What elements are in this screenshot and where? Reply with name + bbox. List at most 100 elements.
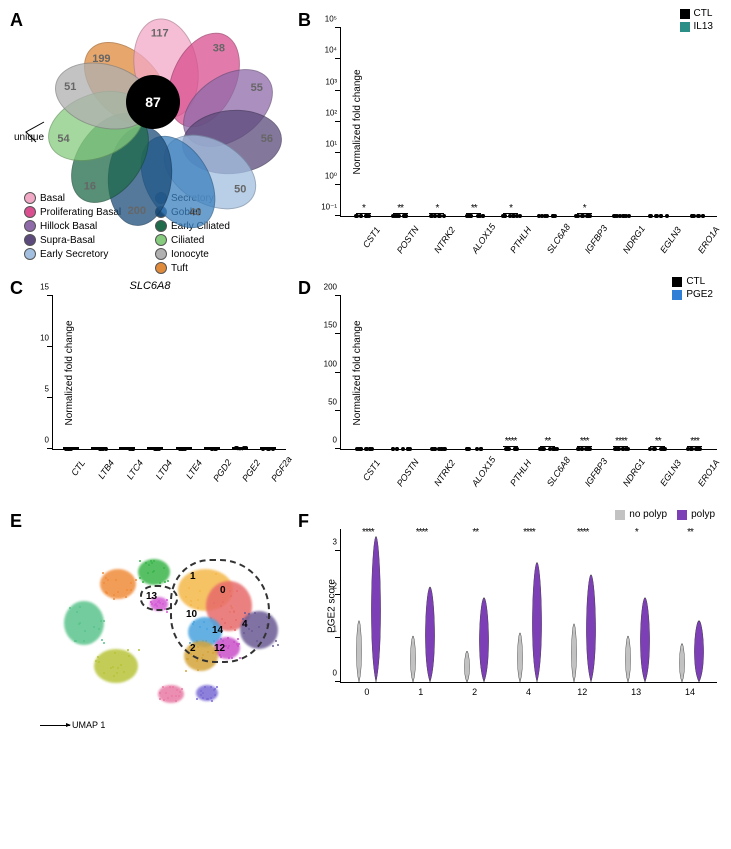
violin-pair: **: [674, 529, 707, 682]
panel-c: C SLC6A8 Normalized fold change ** 05101…: [10, 278, 290, 503]
significance-star: **: [472, 527, 478, 538]
legend-label: Supra-Basal: [40, 235, 95, 246]
legend-swatch-icon: [24, 234, 36, 246]
legend-swatch-icon: [24, 192, 36, 204]
significance-star: ****: [505, 436, 517, 447]
legend-swatch-icon: [672, 277, 682, 287]
bar-group: [260, 447, 276, 449]
data-point-dot: [537, 214, 541, 218]
significance-star: *: [635, 527, 638, 538]
legend-label: CTL: [686, 276, 705, 287]
panel-f-xlabels: 0124121314: [340, 683, 717, 693]
data-point-dot: [622, 214, 626, 218]
y-tick-label: 2: [333, 581, 337, 590]
panel-f-chart: no polyppolyp PGE2 score ***************…: [298, 511, 721, 736]
x-tick-label: 0: [349, 687, 385, 697]
y-tick-label: 1: [333, 625, 337, 634]
legend-swatch-icon: [155, 220, 167, 232]
legend-item: CTL: [672, 276, 713, 287]
legend-item: Early Secretory: [24, 248, 145, 260]
data-point-dot: [431, 447, 435, 451]
panel-f-legend: no polyp polyp: [615, 509, 715, 520]
legend-label: Ciliated: [171, 235, 204, 246]
data-point-dot: [437, 214, 441, 218]
legend-label: no polyp: [629, 509, 667, 520]
data-point-dot: [545, 214, 549, 218]
violin-pair: ****: [405, 529, 438, 682]
legend-label: polyp: [691, 509, 715, 520]
y-tick-label: 3: [333, 537, 337, 546]
data-point-dot: [476, 214, 480, 218]
legend-label: Ionocyte: [171, 249, 209, 260]
data-point-dot: [244, 446, 248, 450]
data-point-dot: [648, 447, 652, 451]
bar-group: [63, 447, 79, 449]
umap-cluster-label: 2: [190, 643, 196, 654]
violin: [529, 529, 545, 682]
significance-star: *: [583, 203, 586, 214]
significance-star: ****: [615, 436, 627, 447]
panel-e-label: E: [10, 511, 22, 532]
significance-star: *: [509, 203, 512, 214]
x-tick-label: PGF2a: [270, 458, 292, 483]
unique-arrow: [22, 120, 62, 146]
y-tick-label: 10⁻¹: [321, 203, 337, 212]
x-tick-label: NTRK2: [432, 225, 457, 255]
x-tick-label: 1: [403, 687, 439, 697]
data-point-dot: [469, 214, 473, 218]
legend-swatch-icon: [155, 262, 167, 274]
x-tick-label: EGLN3: [658, 458, 683, 488]
panel-b-plot-area: Normalized fold change ******** 10⁻¹10⁰1…: [340, 28, 717, 217]
data-point-dot: [649, 214, 653, 218]
x-tick-label: POSTN: [394, 225, 419, 255]
y-tick-label: 150: [324, 321, 337, 330]
data-point-dot: [442, 214, 446, 218]
violin: [674, 529, 690, 682]
legend-item: Supra-Basal: [24, 234, 145, 246]
x-tick-label: CST1: [357, 458, 382, 488]
bar-group: [147, 447, 163, 449]
data-point-dot: [555, 447, 559, 451]
violin: [512, 529, 528, 682]
y-tick-label: 100: [324, 359, 337, 368]
violin: [583, 529, 599, 682]
x-tick-label: NTRK2: [432, 458, 457, 488]
x-tick-label: LTC4: [123, 458, 145, 483]
panel-c-plot-area: Normalized fold change ** 051015: [52, 296, 286, 450]
legend-label: Proliferating Basal: [40, 207, 121, 218]
legend-label: Basal: [40, 193, 65, 204]
violin-pair: *: [620, 529, 653, 682]
y-tick-label: 0: [45, 436, 49, 445]
data-point-dot: [481, 214, 485, 218]
data-point-dot: [235, 446, 239, 450]
y-tick-label: 10²: [325, 109, 337, 118]
x-tick-label: PGD2: [211, 458, 233, 483]
data-point-dot: [406, 447, 410, 451]
violin-pair: **: [459, 529, 492, 682]
panel-a: A 1991173855565040200165451 87 unique Ba…: [10, 10, 290, 270]
panel-b-xlabels: CST1POSTNNTRK2ALOX15PTHLHSLC6A8IGFBP3NDR…: [340, 217, 717, 227]
arrow-icon: [40, 725, 70, 726]
y-tick-label: 50: [328, 397, 337, 406]
y-tick-label: 15: [40, 283, 49, 292]
data-point-dot: [689, 447, 693, 451]
data-point-dot: [515, 447, 519, 451]
data-point-dot: [401, 447, 405, 451]
bar-group: [176, 447, 192, 449]
figure: A 1991173855565040200165451 87 unique Ba…: [10, 10, 721, 736]
umap-cluster-label: 1: [190, 571, 196, 582]
x-tick-label: 13: [618, 687, 654, 697]
data-point-dot: [404, 214, 408, 218]
data-point-dot: [512, 214, 516, 218]
x-tick-label: IGFBP3: [583, 458, 608, 488]
x-tick-label: POSTN: [394, 458, 419, 488]
significance-star: **: [397, 203, 403, 214]
data-point-dot: [624, 447, 628, 451]
legend-label: Early Secretory: [40, 249, 108, 260]
violin-pair: ****: [512, 529, 545, 682]
significance-star: *: [436, 203, 439, 214]
data-point-dot: [659, 214, 663, 218]
x-tick-label: ERO1A: [696, 225, 721, 255]
significance-star: ****: [577, 527, 589, 538]
data-point-dot: [261, 447, 265, 451]
